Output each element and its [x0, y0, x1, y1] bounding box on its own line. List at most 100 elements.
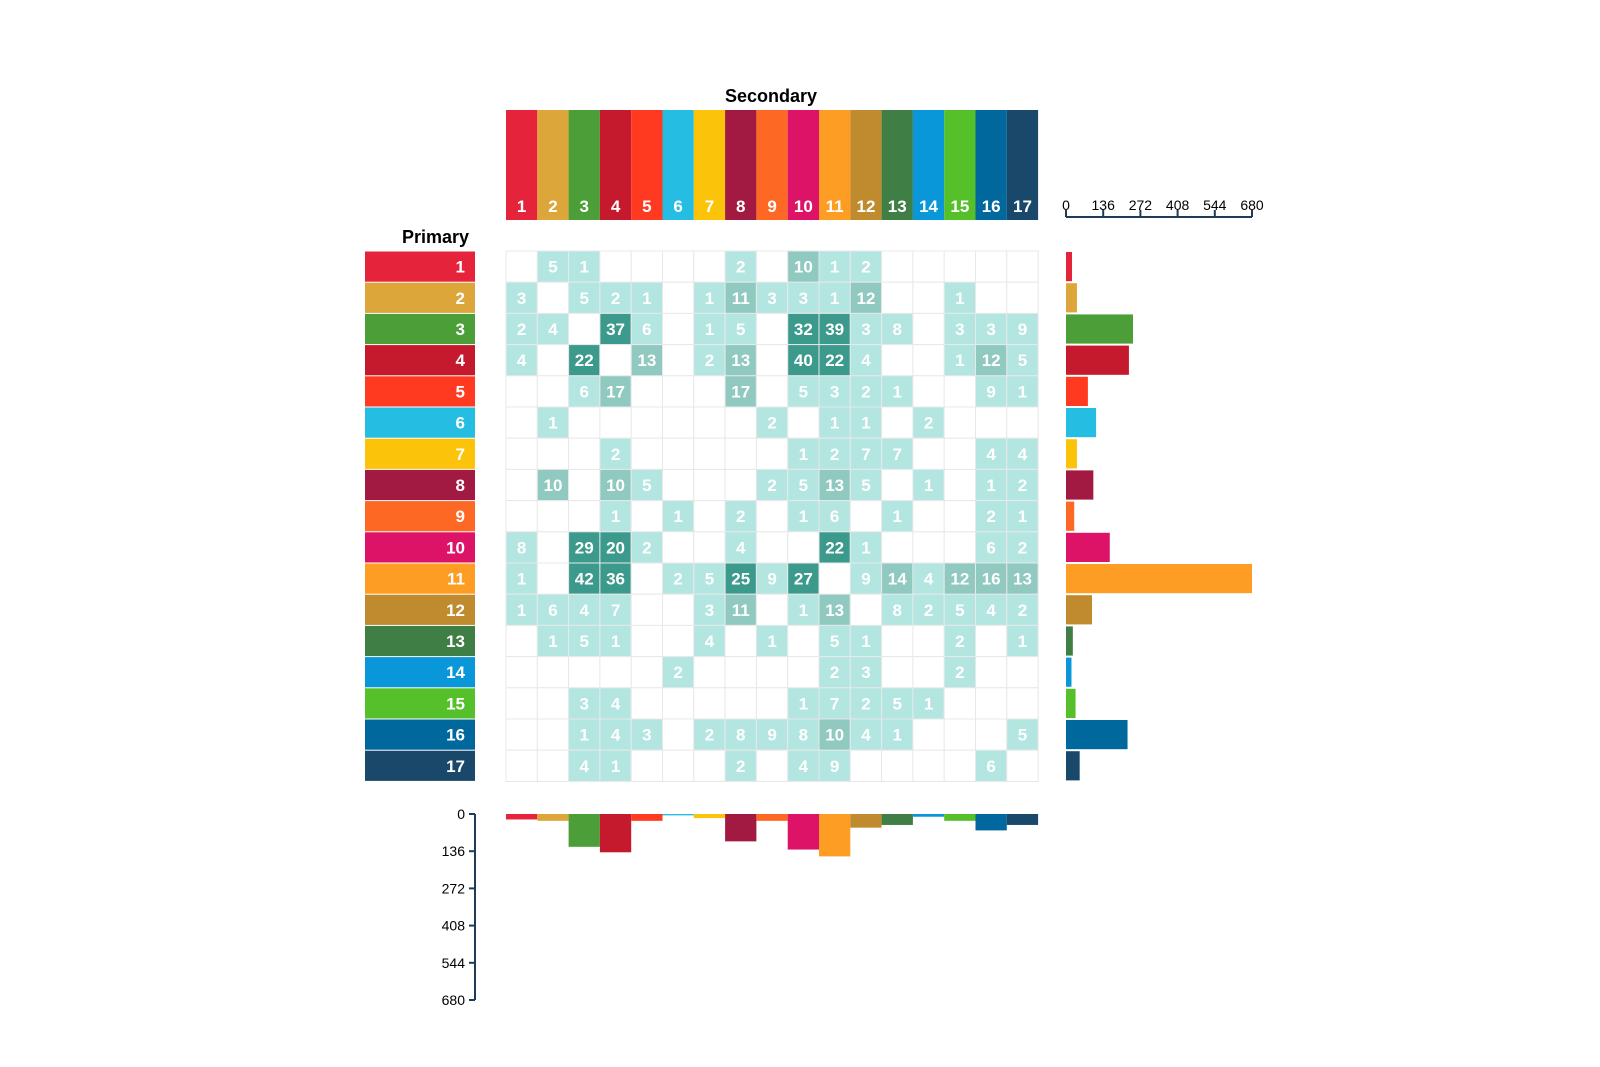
col-header-label: 12	[856, 197, 875, 216]
heatmap-cell	[724, 406, 757, 439]
row-header-label: 17	[446, 757, 465, 776]
heatmap-cell	[505, 593, 538, 626]
heatmap-cell	[787, 718, 820, 751]
col-header-label: 11	[826, 197, 844, 216]
cell-value: 2	[924, 414, 933, 433]
heatmap-cell	[881, 406, 914, 439]
col-header-label: 9	[767, 197, 776, 216]
cell-value: 2	[830, 663, 839, 682]
heatmap-cell	[505, 749, 538, 782]
row-header-16	[365, 719, 475, 750]
heatmap-cell	[975, 312, 1008, 346]
col-header-4	[599, 110, 632, 220]
cell-value: 1	[830, 414, 839, 433]
cell-value: 5	[1018, 351, 1027, 370]
col-total-bar	[693, 814, 726, 819]
heatmap-cell	[536, 718, 570, 751]
cell-value: 1	[893, 382, 902, 401]
cell-value: 8	[799, 726, 808, 745]
heatmap-cell	[536, 749, 570, 782]
heatmap-cell	[662, 718, 695, 751]
heatmap-cell	[912, 468, 945, 502]
heatmap-cell	[943, 344, 977, 377]
col-total-bar	[537, 814, 569, 821]
col-header-label: 3	[580, 197, 589, 216]
heatmap-cell	[881, 531, 914, 564]
cell-value: 5	[705, 570, 714, 589]
bottom-axis-tick-label: 272	[442, 880, 466, 896]
heatmap-cell	[693, 656, 726, 689]
heatmap-cell	[818, 531, 851, 564]
cell-value: 1	[861, 538, 870, 557]
col-header-11	[819, 110, 851, 220]
col-header-label: 2	[548, 197, 557, 216]
col-total-bar	[944, 814, 976, 821]
col-header-label: 16	[982, 197, 1001, 216]
row-header-7	[365, 438, 475, 469]
cell-value: 22	[825, 538, 844, 557]
cell-value: 3	[767, 289, 776, 308]
col-header-label: 7	[705, 197, 714, 216]
cell-value: 6	[548, 601, 557, 620]
col-total-bar	[787, 814, 819, 850]
heatmap-cell	[568, 749, 601, 782]
heatmap-cell	[536, 500, 570, 533]
row-header-5	[365, 376, 475, 407]
row-header-label: 14	[446, 663, 465, 682]
cell-value: 2	[736, 507, 745, 526]
cell-value: 5	[955, 601, 964, 620]
col-total-bar	[599, 814, 632, 853]
col-header-7	[693, 110, 726, 220]
heatmap-cell	[1006, 312, 1039, 346]
heatmap-cell	[568, 437, 601, 470]
heatmap-cell	[536, 656, 570, 689]
heatmap-cell	[787, 624, 820, 658]
heatmap-cell	[912, 749, 945, 782]
heatmap-cell	[630, 437, 664, 470]
heatmap-cell	[505, 656, 538, 689]
row-header-13	[365, 625, 475, 657]
cell-value: 5	[799, 382, 808, 401]
cell-value: 1	[642, 289, 651, 308]
cell-value: 2	[1018, 538, 1027, 557]
heatmap-cell	[975, 406, 1008, 439]
heatmap-cell	[943, 250, 977, 283]
col-total-bar	[725, 814, 757, 842]
cell-value: 13	[637, 351, 656, 370]
heatmap-cell	[505, 250, 538, 283]
row-header-label: 1	[456, 258, 465, 277]
row-header-1	[365, 251, 475, 282]
heatmap-cell	[630, 344, 664, 377]
heatmap-cell	[662, 344, 695, 377]
heatmap-cell	[943, 500, 977, 533]
cell-value: 1	[611, 757, 620, 776]
cell-value: 2	[736, 258, 745, 277]
row-header-label: 7	[456, 445, 465, 464]
col-header-label: 1	[517, 197, 526, 216]
cell-value: 3	[830, 382, 839, 401]
row-header-6	[365, 407, 475, 438]
row-total-bar	[1066, 688, 1076, 718]
heatmap-cell	[787, 281, 820, 314]
heatmap-cell	[630, 749, 664, 782]
heatmap-cell	[787, 500, 820, 533]
cell-value: 6	[830, 507, 839, 526]
heatmap-cell	[912, 718, 945, 751]
cell-value: 42	[575, 570, 594, 589]
cell-value: 2	[861, 694, 870, 713]
heatmap-cell	[787, 375, 820, 408]
heatmap-cell	[975, 749, 1008, 782]
cell-value: 2	[705, 726, 714, 745]
cell-value: 17	[731, 382, 750, 401]
col-total-bar	[568, 814, 600, 847]
heatmap-cell	[662, 531, 695, 564]
heatmap-cell	[755, 406, 789, 439]
right-axis-tick-label: 136	[1092, 197, 1116, 213]
col-header-label: 5	[642, 197, 651, 216]
heatmap-cell	[943, 375, 977, 408]
heatmap-cell	[630, 593, 664, 626]
heatmap-cell	[724, 437, 757, 470]
cell-value: 2	[955, 632, 964, 651]
row-header-label: 10	[446, 538, 465, 557]
